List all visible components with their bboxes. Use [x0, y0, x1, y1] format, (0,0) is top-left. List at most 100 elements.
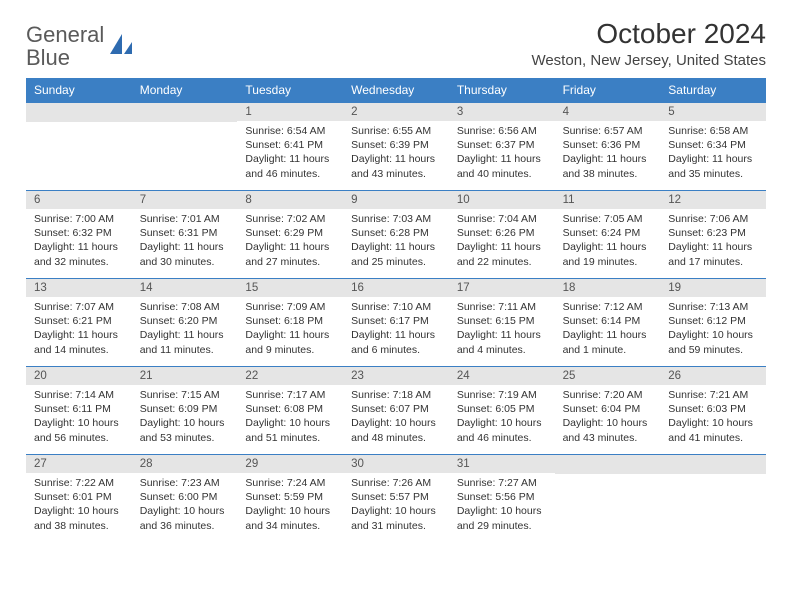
day-info-line: Sunset: 6:04 PM: [563, 402, 653, 416]
day-info-line: Sunrise: 6:57 AM: [563, 124, 653, 138]
calendar-cell: 12Sunrise: 7:06 AMSunset: 6:23 PMDayligh…: [660, 190, 766, 278]
calendar-cell: 25Sunrise: 7:20 AMSunset: 6:04 PMDayligh…: [555, 366, 661, 454]
header: General Blue October 2024 Weston, New Je…: [26, 18, 766, 70]
day-info-line: Sunrise: 6:54 AM: [245, 124, 335, 138]
calendar-header-cell: Wednesday: [343, 78, 449, 102]
calendar-cell: 28Sunrise: 7:23 AMSunset: 6:00 PMDayligh…: [132, 454, 238, 542]
logo-text: General Blue: [26, 24, 104, 70]
day-number: 26: [660, 366, 766, 385]
day-info-line: Sunset: 6:31 PM: [140, 226, 230, 240]
day-number: [26, 102, 132, 122]
day-number: 3: [449, 102, 555, 121]
calendar-cell: 3 Sunrise: 6:56 AMSunset: 6:37 PMDaylight…: [449, 102, 555, 190]
day-info-line: Sunset: 6:29 PM: [245, 226, 335, 240]
day-info-line: Daylight: 10 hours and 41 minutes.: [668, 416, 758, 444]
day-number: [555, 454, 661, 474]
day-number: 21: [132, 366, 238, 385]
day-info: Sunrise: 7:20 AMSunset: 6:04 PMDaylight:…: [555, 385, 661, 451]
day-info: Sunrise: 7:17 AMSunset: 6:08 PMDaylight:…: [237, 385, 343, 451]
calendar-cell: [132, 102, 238, 190]
day-info-line: Sunset: 6:41 PM: [245, 138, 335, 152]
day-info-line: Sunset: 6:05 PM: [457, 402, 547, 416]
calendar-cell: 26Sunrise: 7:21 AMSunset: 6:03 PMDayligh…: [660, 366, 766, 454]
day-info: Sunrise: 7:26 AMSunset: 5:57 PMDaylight:…: [343, 473, 449, 539]
day-number: 6: [26, 190, 132, 209]
day-info: Sunrise: 7:21 AMSunset: 6:03 PMDaylight:…: [660, 385, 766, 451]
calendar-header-cell: Sunday: [26, 78, 132, 102]
day-info-line: Daylight: 11 hours and 17 minutes.: [668, 240, 758, 268]
day-info-line: Sunrise: 7:03 AM: [351, 212, 441, 226]
calendar-header-cell: Friday: [555, 78, 661, 102]
day-info-line: Daylight: 10 hours and 59 minutes.: [668, 328, 758, 356]
day-info-line: Sunrise: 7:24 AM: [245, 476, 335, 490]
day-info-line: Sunrise: 6:58 AM: [668, 124, 758, 138]
day-info-line: Sunrise: 7:14 AM: [34, 388, 124, 402]
calendar-cell: 15Sunrise: 7:09 AMSunset: 6:18 PMDayligh…: [237, 278, 343, 366]
day-info-line: Sunset: 6:20 PM: [140, 314, 230, 328]
day-number: 8: [237, 190, 343, 209]
day-info: Sunrise: 6:58 AMSunset: 6:34 PMDaylight:…: [660, 121, 766, 187]
day-info: Sunrise: 6:55 AMSunset: 6:39 PMDaylight:…: [343, 121, 449, 187]
day-info-line: Sunset: 6:07 PM: [351, 402, 441, 416]
logo-text-blue: Blue: [26, 45, 70, 70]
day-info-line: Sunrise: 7:05 AM: [563, 212, 653, 226]
page-subtitle: Weston, New Jersey, United States: [531, 52, 766, 69]
day-info-line: Daylight: 11 hours and 40 minutes.: [457, 152, 547, 180]
day-info-line: Sunrise: 7:02 AM: [245, 212, 335, 226]
day-info-line: Daylight: 11 hours and 35 minutes.: [668, 152, 758, 180]
day-info: Sunrise: 7:03 AMSunset: 6:28 PMDaylight:…: [343, 209, 449, 275]
day-info-line: Sunset: 6:03 PM: [668, 402, 758, 416]
day-number: 19: [660, 278, 766, 297]
day-info-line: Sunrise: 6:56 AM: [457, 124, 547, 138]
day-info-line: Sunset: 5:59 PM: [245, 490, 335, 504]
day-info: Sunrise: 7:01 AMSunset: 6:31 PMDaylight:…: [132, 209, 238, 275]
day-info-line: Sunset: 6:37 PM: [457, 138, 547, 152]
day-info-line: Sunrise: 7:07 AM: [34, 300, 124, 314]
day-number: 24: [449, 366, 555, 385]
day-info: Sunrise: 7:15 AMSunset: 6:09 PMDaylight:…: [132, 385, 238, 451]
calendar-cell: 23Sunrise: 7:18 AMSunset: 6:07 PMDayligh…: [343, 366, 449, 454]
day-number: 16: [343, 278, 449, 297]
calendar-cell: 14Sunrise: 7:08 AMSunset: 6:20 PMDayligh…: [132, 278, 238, 366]
calendar-cell: [26, 102, 132, 190]
calendar-cell: 5Sunrise: 6:58 AMSunset: 6:34 PMDaylight…: [660, 102, 766, 190]
day-info-line: Sunset: 6:18 PM: [245, 314, 335, 328]
day-info-line: Sunset: 6:01 PM: [34, 490, 124, 504]
calendar-cell: 27Sunrise: 7:22 AMSunset: 6:01 PMDayligh…: [26, 454, 132, 542]
calendar-cell: 22Sunrise: 7:17 AMSunset: 6:08 PMDayligh…: [237, 366, 343, 454]
day-number: 14: [132, 278, 238, 297]
day-number: 9: [343, 190, 449, 209]
day-number: [660, 454, 766, 474]
day-info-line: Sunrise: 7:01 AM: [140, 212, 230, 226]
day-info: Sunrise: 7:18 AMSunset: 6:07 PMDaylight:…: [343, 385, 449, 451]
day-info: Sunrise: 7:14 AMSunset: 6:11 PMDaylight:…: [26, 385, 132, 451]
calendar-cell: 8Sunrise: 7:02 AMSunset: 6:29 PMDaylight…: [237, 190, 343, 278]
calendar-cell: 9Sunrise: 7:03 AMSunset: 6:28 PMDaylight…: [343, 190, 449, 278]
calendar-cell: 11Sunrise: 7:05 AMSunset: 6:24 PMDayligh…: [555, 190, 661, 278]
day-info-line: Sunset: 6:21 PM: [34, 314, 124, 328]
day-number: 28: [132, 454, 238, 473]
title-block: October 2024 Weston, New Jersey, United …: [531, 18, 766, 69]
calendar-cell: 13Sunrise: 7:07 AMSunset: 6:21 PMDayligh…: [26, 278, 132, 366]
logo: General Blue: [26, 18, 134, 70]
day-info-line: Sunrise: 7:18 AM: [351, 388, 441, 402]
day-info-line: Sunset: 6:36 PM: [563, 138, 653, 152]
day-info-line: Sunrise: 7:00 AM: [34, 212, 124, 226]
calendar-cell: 19Sunrise: 7:13 AMSunset: 6:12 PMDayligh…: [660, 278, 766, 366]
day-info: Sunrise: 7:23 AMSunset: 6:00 PMDaylight:…: [132, 473, 238, 539]
day-info-line: Daylight: 10 hours and 38 minutes.: [34, 504, 124, 532]
calendar-cell: 2Sunrise: 6:55 AMSunset: 6:39 PMDaylight…: [343, 102, 449, 190]
day-number: 13: [26, 278, 132, 297]
day-info-line: Sunset: 5:57 PM: [351, 490, 441, 504]
day-number: 17: [449, 278, 555, 297]
day-info-line: Daylight: 11 hours and 43 minutes.: [351, 152, 441, 180]
day-info: Sunrise: 7:07 AMSunset: 6:21 PMDaylight:…: [26, 297, 132, 363]
day-number: 15: [237, 278, 343, 297]
calendar-cell: 6Sunrise: 7:00 AMSunset: 6:32 PMDaylight…: [26, 190, 132, 278]
day-number: 7: [132, 190, 238, 209]
day-number: 5: [660, 102, 766, 121]
day-number: 23: [343, 366, 449, 385]
page-title: October 2024: [531, 18, 766, 50]
day-info: Sunrise: 6:57 AMSunset: 6:36 PMDaylight:…: [555, 121, 661, 187]
day-info-line: Daylight: 11 hours and 9 minutes.: [245, 328, 335, 356]
